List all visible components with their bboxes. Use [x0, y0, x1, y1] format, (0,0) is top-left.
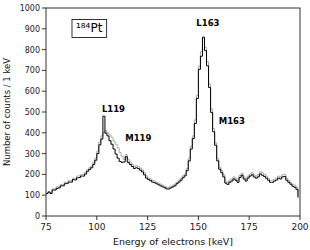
- x-tick: [147, 216, 148, 220]
- x-tick-label: 150: [190, 222, 207, 232]
- x-tick-label: 100: [88, 222, 105, 232]
- y-tick-label: 1000: [20, 4, 40, 13]
- y-tick-label: 900: [25, 25, 40, 34]
- x-tick-label: 125: [139, 222, 156, 232]
- x-tick-label: 200: [291, 222, 308, 232]
- step-line: [46, 37, 298, 198]
- y-tick-label: 600: [25, 87, 40, 96]
- label-box: [72, 19, 107, 37]
- y-tick: [42, 28, 46, 29]
- chart: 75 100 125 150 175 200 0 100 200 300 400 500 600 700 8…: [0, 0, 310, 250]
- annotation: L163: [196, 18, 219, 28]
- y-tick: [42, 132, 46, 133]
- x-tick-label: 175: [241, 222, 258, 232]
- x-tick: [300, 216, 301, 220]
- y-tick: [42, 112, 46, 113]
- isotope-label: ¹⁸⁴Pt: [76, 21, 103, 35]
- annotation: M119: [125, 133, 151, 143]
- y-tick: [42, 70, 46, 71]
- y-tick: [42, 153, 46, 154]
- x-axis-label: Energy of electrons [keV]: [113, 236, 233, 247]
- y-tick-label: 800: [25, 46, 40, 55]
- y-tick: [42, 8, 46, 9]
- y-tick-label: 400: [25, 129, 40, 138]
- y-tick-label: 700: [25, 66, 40, 75]
- x-tick: [46, 216, 47, 220]
- series-group: [46, 37, 298, 198]
- annotation: M163: [219, 116, 245, 126]
- plot-frame: [46, 8, 300, 216]
- y-tick-label: 200: [25, 170, 40, 179]
- y-tick: [42, 49, 46, 50]
- y-tick-label: 300: [25, 150, 40, 159]
- x-tick-label: 75: [40, 222, 51, 232]
- y-tick-label: 100: [25, 191, 40, 200]
- x-tick: [249, 216, 250, 220]
- y-tick: [42, 216, 46, 217]
- y-tick: [42, 91, 46, 92]
- y-axis-label: Number of counts / 1 keV: [2, 58, 12, 166]
- x-tick: [96, 216, 97, 220]
- annotation: L119: [102, 104, 125, 114]
- y-tick: [42, 195, 46, 196]
- step-line: [46, 38, 298, 195]
- y-tick: [42, 174, 46, 175]
- y-tick-label: 0: [35, 212, 40, 221]
- y-tick-label: 500: [25, 108, 40, 117]
- x-tick: [198, 216, 199, 220]
